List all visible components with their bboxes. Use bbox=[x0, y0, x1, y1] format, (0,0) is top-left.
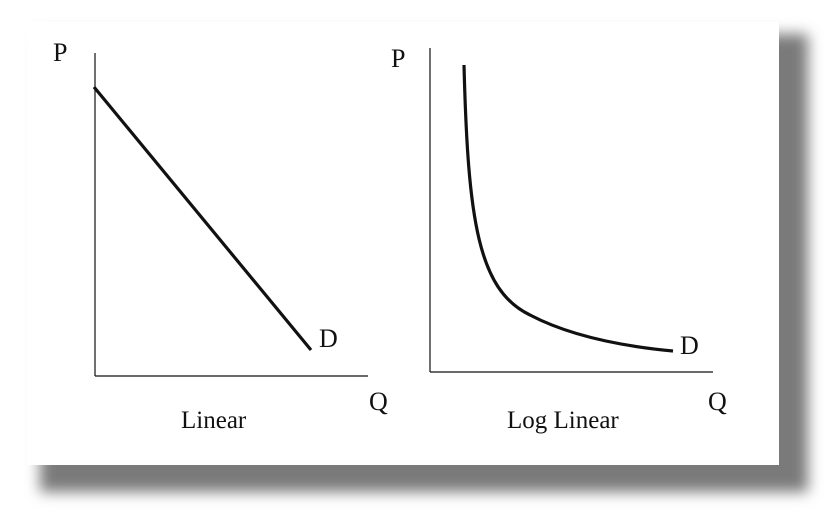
log-linear-y-axis-label: P bbox=[391, 44, 406, 73]
log-linear-panel bbox=[429, 48, 713, 373]
linear-demand-label: D bbox=[319, 324, 338, 353]
linear-x-axis-label: Q bbox=[369, 387, 388, 416]
linear-caption: Linear bbox=[181, 407, 247, 434]
log-linear-x-axis-label: Q bbox=[708, 387, 727, 416]
log-linear-demand-label: D bbox=[680, 331, 699, 360]
figure-card bbox=[27, 22, 779, 465]
log-linear-caption: Log Linear bbox=[507, 407, 619, 434]
linear-y-axis-label: P bbox=[53, 38, 68, 67]
linear-panel bbox=[92, 53, 368, 377]
log-linear-demand-curve bbox=[462, 64, 674, 353]
linear-demand-curve bbox=[92, 85, 313, 352]
